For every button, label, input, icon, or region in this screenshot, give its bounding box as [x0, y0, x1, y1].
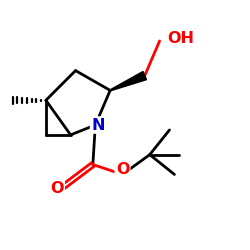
Text: O: O	[116, 162, 129, 177]
Polygon shape	[110, 72, 146, 91]
Text: O: O	[50, 180, 64, 196]
Text: N: N	[91, 118, 104, 132]
Text: OH: OH	[167, 31, 194, 46]
